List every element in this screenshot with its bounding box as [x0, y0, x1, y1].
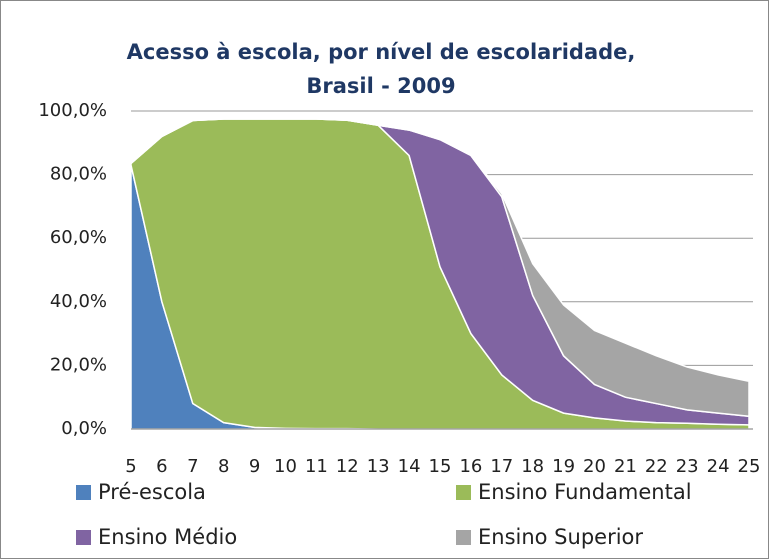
x-tick-label: 14 [398, 456, 421, 477]
x-tick-label: 6 [156, 456, 167, 477]
y-tick-label: 100,0% [38, 100, 107, 121]
x-tick-label: 16 [459, 456, 482, 477]
x-tick-label: 15 [429, 456, 452, 477]
x-tick-label: 18 [521, 456, 544, 477]
x-tick-label: 21 [614, 456, 637, 477]
x-tick-label: 5 [125, 456, 136, 477]
x-tick-label: 10 [274, 456, 297, 477]
x-tick-label: 13 [367, 456, 390, 477]
legend-swatch [76, 485, 91, 500]
x-tick-label: 19 [552, 456, 575, 477]
x-tick-label: 8 [218, 456, 229, 477]
legend-swatch [456, 530, 471, 545]
legend-swatch [76, 530, 91, 545]
y-tick-label: 20,0% [50, 354, 107, 375]
legend-swatch [456, 485, 471, 500]
x-tick-label: 24 [707, 456, 730, 477]
legend-label: Ensino Fundamental [478, 480, 692, 504]
chart-title: Acesso à escola, por nível de escolarida… [126, 40, 636, 98]
x-tick-label: 12 [336, 456, 359, 477]
x-tick-label: 11 [305, 456, 328, 477]
y-tick-label: 80,0% [50, 164, 107, 185]
y-tick-label: 40,0% [50, 291, 107, 312]
x-tick-label: 20 [583, 456, 606, 477]
x-tick-label: 17 [490, 456, 513, 477]
legend-label: Ensino Superior [478, 525, 643, 549]
x-tick-label: 25 [738, 456, 761, 477]
legend-label: Pré-escola [98, 480, 206, 504]
x-tick-label: 22 [645, 456, 668, 477]
x-tick-label: 9 [249, 456, 260, 477]
x-tick-label: 7 [187, 456, 198, 477]
y-tick-label: 0,0% [61, 418, 107, 439]
legend-label: Ensino Médio [98, 525, 237, 549]
area [130, 118, 750, 418]
x-tick-label: 23 [676, 456, 699, 477]
y-tick-label: 60,0% [50, 227, 107, 248]
